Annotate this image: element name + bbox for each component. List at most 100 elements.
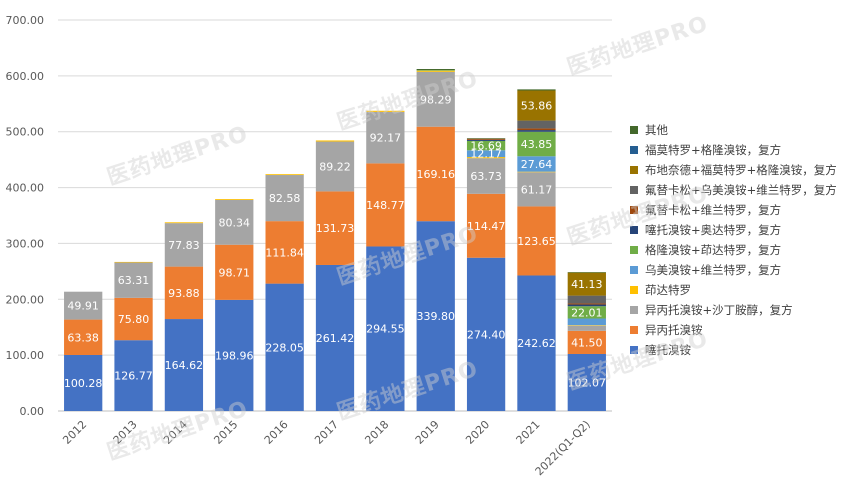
data-label: 63.31 [118, 274, 150, 287]
bar-segment [164, 223, 204, 267]
legend-swatch [630, 266, 638, 274]
x-tick-label: 2020 [463, 418, 492, 447]
data-label: 61.17 [521, 183, 553, 196]
x-tick-label: 2018 [362, 418, 391, 447]
legend-swatch [630, 346, 638, 354]
bar-segment [567, 353, 606, 411]
data-label: 123.65 [517, 235, 556, 248]
bar-segment [466, 138, 506, 139]
legend-label: 噻托溴铵+奥达特罗，复方 [645, 223, 781, 237]
data-label: 63.73 [470, 170, 502, 183]
watermark-text: 医药地理PRO [564, 12, 711, 81]
data-label: 92.17 [370, 132, 402, 145]
bar-segment [466, 139, 506, 141]
data-label: 102.07 [568, 376, 607, 389]
x-tick-label: 2017 [312, 418, 341, 447]
y-tick-label: 0.00 [20, 405, 45, 418]
legend-swatch [630, 306, 638, 314]
legend-label: 茚达特罗 [645, 283, 691, 297]
bar-segment [466, 158, 506, 194]
data-label: 27.64 [521, 158, 553, 171]
data-label: 63.38 [67, 331, 99, 344]
bars [64, 69, 606, 411]
legend: 其他福莫特罗+格隆溴铵，复方布地奈德+福莫特罗+格隆溴铵，复方氟替卡松+乌美溴铵… [630, 123, 837, 357]
bar-segment [114, 340, 153, 411]
legend-label: 布地奈德+福莫特罗+格隆溴铵，复方 [645, 163, 837, 177]
bar-segment [265, 283, 304, 411]
data-label: 98.71 [219, 266, 251, 279]
x-tick-label: 2019 [413, 418, 442, 447]
bar-segment [466, 157, 506, 159]
data-label: 228.05 [265, 341, 304, 354]
legend-swatch [630, 246, 638, 254]
legend-swatch [630, 186, 638, 194]
bar-segment [114, 297, 153, 341]
bar-segment [466, 140, 506, 151]
bar-segment [466, 138, 506, 140]
bar-segment [567, 272, 606, 296]
y-axis-ticks: 0.00 100.00 200.00 300.00 400.00 500.00 600.00… [6, 14, 45, 418]
data-label: 12.17 [470, 148, 502, 161]
data-label: 98.29 [420, 93, 452, 106]
bar-segment [416, 126, 455, 222]
bar-segment [416, 221, 455, 411]
data-label: 77.83 [168, 239, 200, 252]
data-label: 100.28 [64, 377, 103, 390]
data-label: 242.62 [517, 337, 556, 350]
x-tick-label: 2012 [60, 418, 89, 447]
bar-segment [517, 131, 556, 157]
legend-label: 异丙托溴铵+沙丁胺醇，复方 [645, 303, 793, 317]
data-labels: 100.28 126.77 164.62 198.96 228.05 261.42 294.… [64, 93, 606, 390]
legend-label: 乌美溴铵+维兰特罗，复方 [645, 263, 781, 277]
legend-label: 氟替卡松+维兰特罗，复方 [645, 203, 781, 217]
bar-segment [164, 222, 204, 224]
bar-segment [567, 325, 606, 331]
legend-label: 其他 [645, 123, 668, 137]
data-label: 22.01 [571, 306, 603, 319]
data-label: 131.73 [316, 222, 355, 235]
bar-segment [517, 206, 556, 276]
bar-segment [114, 262, 153, 298]
data-label: 198.96 [215, 349, 254, 362]
legend-swatch [630, 206, 638, 214]
y-tick-label: 100.00 [6, 349, 45, 362]
bar-segment [517, 172, 556, 207]
bar-segment [265, 221, 304, 284]
bar-segment [265, 175, 304, 222]
data-label: 339.80 [416, 310, 455, 323]
legend-swatch [630, 166, 638, 174]
bar-segment [517, 90, 556, 121]
bar-segment [567, 318, 606, 326]
bar-segment [64, 291, 103, 320]
watermark-text: 医药地理PRO [334, 222, 481, 291]
legend-label: 氟替卡松+乌美溴铵+维兰特罗，复方 [645, 183, 837, 197]
bar-segment [64, 319, 103, 355]
data-label: 43.85 [521, 138, 553, 151]
legend-swatch [630, 126, 638, 134]
bar-segment [517, 130, 556, 132]
bar-segment [466, 257, 506, 411]
bar-segment [315, 140, 355, 142]
bar-segment [517, 156, 556, 172]
bar-segment [215, 299, 254, 411]
bar-segment [517, 171, 556, 173]
bar-segment [416, 71, 455, 127]
bar-segment [416, 69, 455, 71]
legend-swatch [630, 226, 638, 234]
data-label: 80.34 [219, 216, 251, 229]
y-tick-label: 700.00 [6, 14, 45, 27]
y-tick-label: 600.00 [6, 70, 45, 83]
watermark-text: 医药地理PRO [334, 357, 481, 426]
bar-segment [215, 199, 254, 245]
bar-segment [517, 120, 556, 129]
bar-segment [366, 163, 405, 247]
bar-segment [315, 141, 355, 192]
data-label: 294.55 [366, 323, 405, 336]
bar-segment [517, 275, 556, 411]
legend-swatch [630, 146, 638, 154]
data-label: 82.58 [269, 192, 301, 205]
data-label: 89.22 [319, 160, 351, 173]
bar-segment [366, 111, 405, 164]
legend-label: 噻托溴铵 [645, 343, 691, 357]
data-label: 274.40 [467, 328, 506, 341]
